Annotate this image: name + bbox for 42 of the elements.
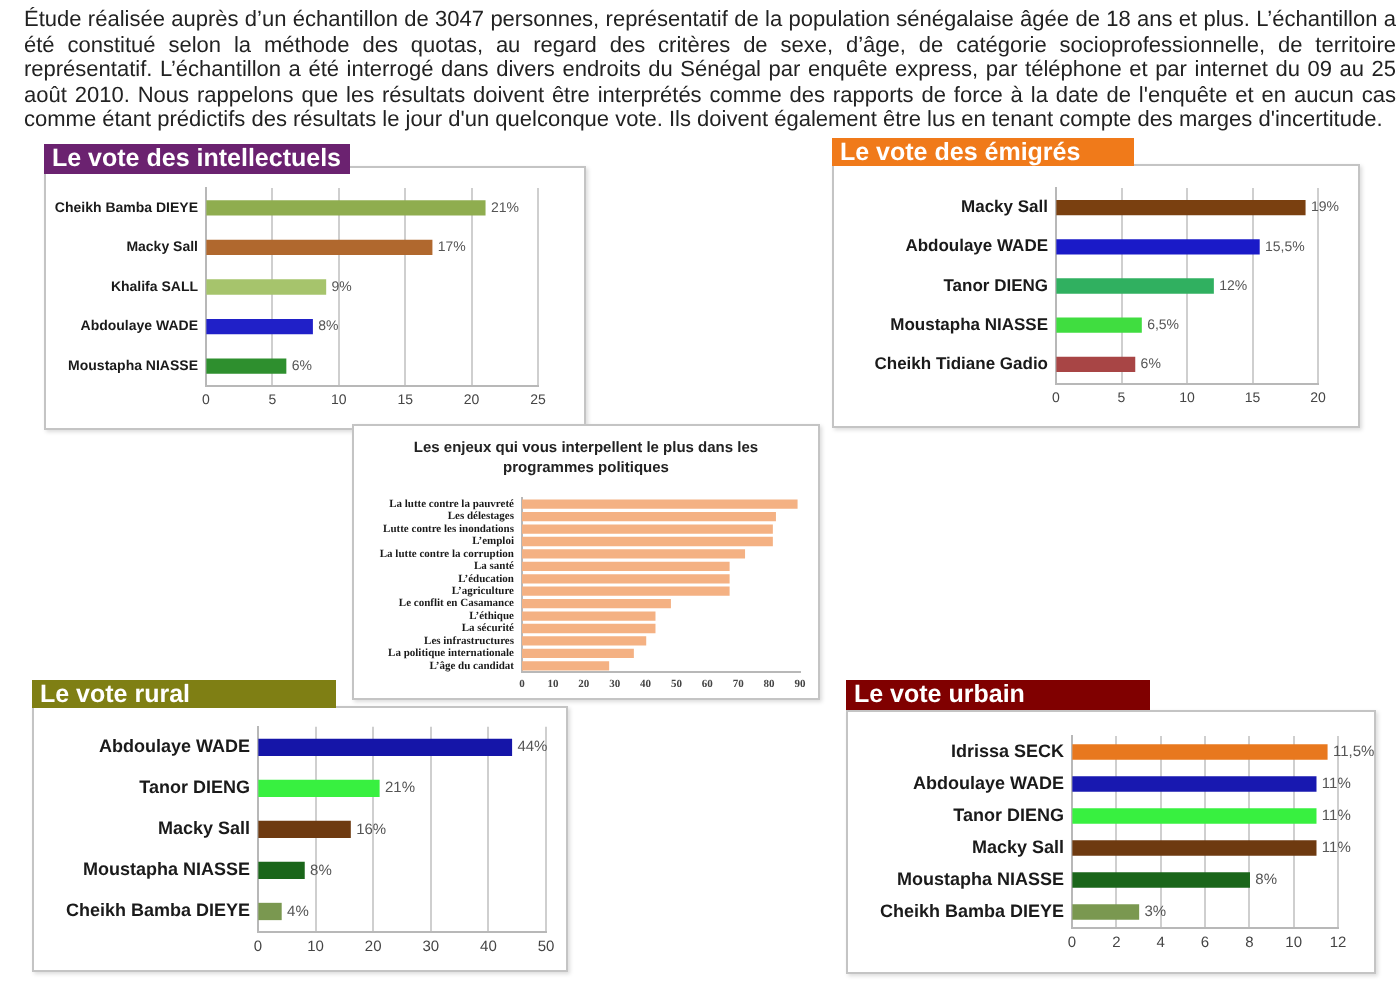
bar (1072, 904, 1140, 920)
bar (1056, 239, 1260, 255)
y-tick-label: Abdoulaye WADE (98, 736, 250, 757)
y-tick-label: Cheikh Tidiane Gadio (874, 353, 1048, 374)
chart-title: Le vote des intellectuels (44, 144, 350, 174)
y-tick-label: Moustapha NIASSE (82, 859, 250, 880)
chart-title: Le vote urbain (846, 680, 1150, 710)
bar (1072, 872, 1250, 888)
y-tick-label: Abdoulaye WADE (905, 235, 1049, 256)
bar (1072, 744, 1328, 760)
y-tick-label: Macky Sall (961, 196, 1048, 217)
y-tick-label: Tanor DIENG (139, 777, 250, 798)
y-tick-label: Tanor DIENG (943, 274, 1049, 295)
y-tick-label: Idrissa SECK (950, 740, 1065, 761)
bar (206, 318, 313, 335)
bar (258, 779, 380, 798)
bar (206, 200, 486, 216)
chart-title: Le vote rural (32, 680, 336, 708)
bar (1056, 317, 1142, 333)
y-tick-label: Tanor DIENG (953, 804, 1064, 825)
y-tick-label: Abdoulaye WADE (912, 772, 1064, 793)
bar (258, 902, 282, 921)
y-tick-label: Cheikh Bamba DIEYE (65, 900, 250, 921)
chart-title: Le vote des émigrés (832, 138, 1134, 166)
text: Étude réalisée auprès d’un échantillon de 3047 personnes, représentatif de la population sénégalaise âgée de 18 ans et plus. L’échantillon a été constitué selon la méthode des quotas, au regard des critères de sexe, d’âge, de catégorie socioprofessionnelle, de territoire représentatif. L’échantillon a été interrogé dans divers endroits du Sénégal par enquête express, par téléphone et par internet du 09 au 25 août 2010. Nous rappelons que les résultats doivent être interprétés comme des rapports de force à la date de l'enquête et en aucun cas comme étant prédictifs des résultats le jour d'un quelconque vote. Ils doivent également être lus en tenant compte des marges d'incertitude. (24, 8, 1396, 133)
bar (258, 738, 513, 756)
bar (1072, 840, 1317, 856)
bar (206, 358, 287, 374)
y-tick-label: Macky Sall (157, 818, 250, 839)
bar (1072, 776, 1317, 792)
bar (258, 820, 351, 839)
y-tick-label: Cheikh Bamba DIEYE (879, 900, 1064, 921)
bar (206, 239, 433, 256)
y-tick-label: Macky Sall (971, 836, 1064, 857)
bar (1056, 356, 1136, 373)
bar (206, 279, 327, 295)
bar (1056, 199, 1306, 216)
y-tick-label: Moustapha NIASSE (896, 868, 1064, 889)
y-tick-label: Moustapha NIASSE (890, 313, 1049, 334)
bar (1072, 808, 1317, 824)
bar (258, 861, 305, 880)
bar (1056, 278, 1214, 294)
